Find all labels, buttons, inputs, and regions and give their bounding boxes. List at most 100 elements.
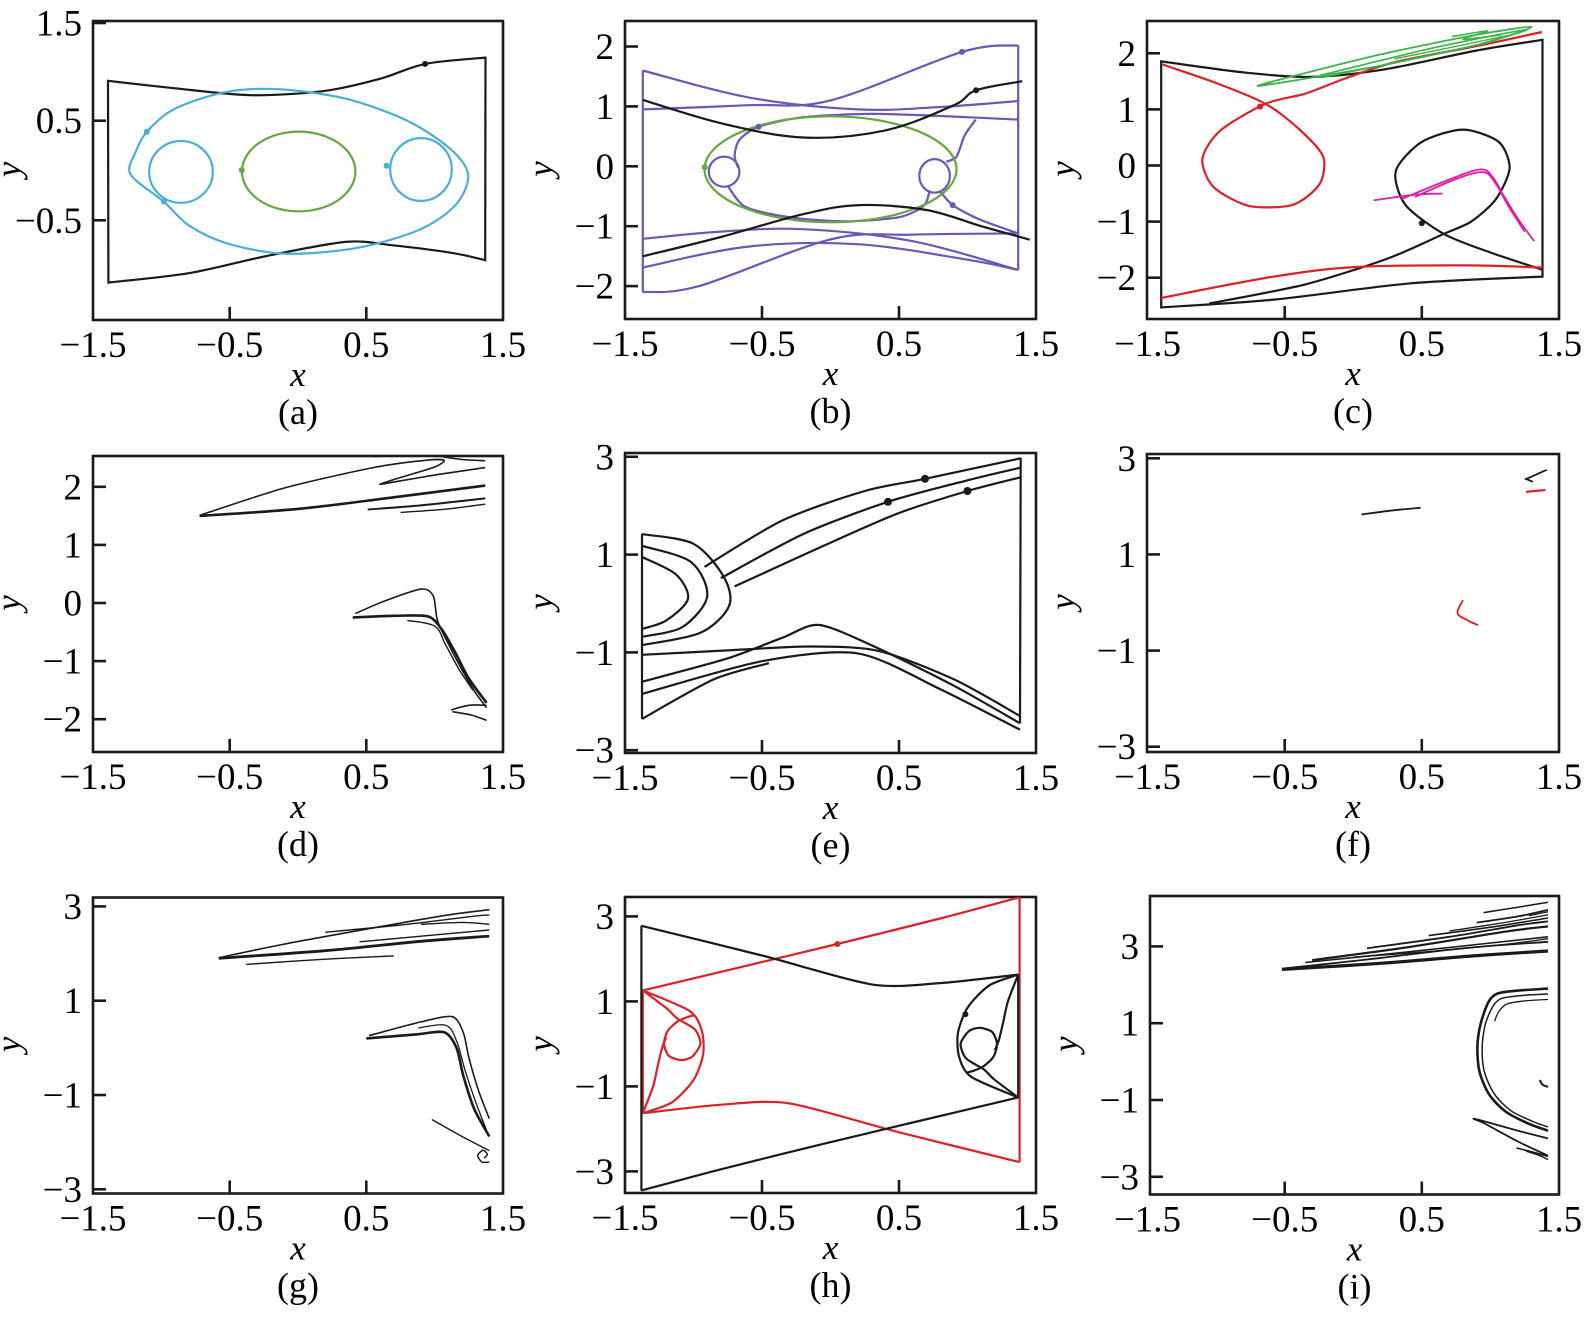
svg-text:−3: −3 bbox=[43, 1170, 82, 1211]
svg-text:−0.5: −0.5 bbox=[1251, 757, 1318, 798]
svg-text:1: 1 bbox=[1118, 535, 1137, 576]
svg-text:1.5: 1.5 bbox=[1536, 324, 1582, 365]
svg-text:−0.5: −0.5 bbox=[196, 757, 263, 798]
svg-text:0.5: 0.5 bbox=[1399, 757, 1445, 798]
svg-text:y: y bbox=[0, 161, 28, 180]
svg-text:2: 2 bbox=[596, 27, 615, 68]
svg-text:0.5: 0.5 bbox=[1399, 324, 1445, 365]
svg-text:−3: −3 bbox=[1100, 1157, 1139, 1198]
svg-text:−1: −1 bbox=[575, 207, 614, 248]
svg-text:x: x bbox=[289, 355, 306, 394]
svg-text:−1.5: −1.5 bbox=[59, 325, 126, 366]
svg-text:y: y bbox=[1043, 594, 1082, 613]
svg-text:−2: −2 bbox=[43, 700, 82, 741]
svg-text:3: 3 bbox=[596, 897, 615, 938]
svg-text:−2: −2 bbox=[1097, 258, 1136, 299]
svg-text:1: 1 bbox=[1118, 90, 1137, 131]
svg-text:0.5: 0.5 bbox=[876, 758, 922, 799]
svg-text:y: y bbox=[521, 161, 560, 180]
svg-text:−1.5: −1.5 bbox=[1114, 324, 1181, 365]
svg-text:y: y bbox=[521, 1036, 560, 1055]
svg-text:x: x bbox=[822, 1228, 839, 1267]
svg-text:0: 0 bbox=[64, 584, 83, 625]
svg-text:1.5: 1.5 bbox=[480, 757, 526, 798]
svg-text:3: 3 bbox=[1118, 439, 1137, 480]
svg-text:x: x bbox=[289, 787, 306, 826]
svg-text:2: 2 bbox=[64, 467, 83, 508]
svg-text:3: 3 bbox=[596, 437, 615, 478]
svg-text:0: 0 bbox=[1118, 146, 1137, 187]
svg-text:(e): (e) bbox=[811, 825, 851, 865]
svg-text:1.5: 1.5 bbox=[480, 1199, 526, 1240]
svg-text:−1.5: −1.5 bbox=[59, 1199, 126, 1240]
svg-text:y: y bbox=[0, 1036, 28, 1055]
svg-text:−3: −3 bbox=[1097, 727, 1136, 768]
svg-text:(i): (i) bbox=[1338, 1267, 1372, 1307]
svg-text:0.5: 0.5 bbox=[36, 101, 82, 142]
svg-text:−1: −1 bbox=[1097, 631, 1136, 672]
svg-text:1.5: 1.5 bbox=[1013, 324, 1059, 365]
svg-text:0.5: 0.5 bbox=[343, 757, 389, 798]
svg-text:−0.5: −0.5 bbox=[728, 758, 795, 799]
svg-text:(a): (a) bbox=[278, 392, 318, 432]
svg-text:−1: −1 bbox=[575, 633, 614, 674]
svg-text:y: y bbox=[521, 594, 560, 613]
svg-text:(d): (d) bbox=[277, 824, 319, 864]
svg-text:−2: −2 bbox=[575, 267, 614, 308]
svg-text:1.5: 1.5 bbox=[480, 325, 526, 366]
svg-text:−0.5: −0.5 bbox=[15, 201, 82, 242]
svg-text:2: 2 bbox=[1118, 34, 1137, 75]
svg-text:0.5: 0.5 bbox=[876, 324, 922, 365]
svg-text:1: 1 bbox=[596, 535, 615, 576]
svg-text:−1: −1 bbox=[1100, 1081, 1139, 1122]
svg-text:1: 1 bbox=[596, 982, 615, 1023]
svg-text:0: 0 bbox=[596, 147, 615, 188]
svg-text:0.5: 0.5 bbox=[876, 1198, 922, 1239]
svg-text:1: 1 bbox=[64, 981, 83, 1022]
svg-text:x: x bbox=[1344, 787, 1361, 826]
svg-text:0.5: 0.5 bbox=[343, 325, 389, 366]
svg-text:−0.5: −0.5 bbox=[728, 324, 795, 365]
svg-text:−1: −1 bbox=[43, 1076, 82, 1117]
svg-text:−1.5: −1.5 bbox=[591, 758, 658, 799]
svg-text:−0.5: −0.5 bbox=[728, 1198, 795, 1239]
svg-text:1.5: 1.5 bbox=[1536, 757, 1582, 798]
svg-text:1.5: 1.5 bbox=[1013, 1198, 1059, 1239]
svg-text:1: 1 bbox=[596, 87, 615, 128]
svg-text:1: 1 bbox=[64, 525, 83, 566]
svg-text:−3: −3 bbox=[575, 1152, 614, 1193]
svg-text:−1.5: −1.5 bbox=[591, 324, 658, 365]
svg-text:−0.5: −0.5 bbox=[196, 1199, 263, 1240]
svg-text:−0.5: −0.5 bbox=[196, 325, 263, 366]
svg-text:x: x bbox=[289, 1229, 306, 1268]
svg-text:(b): (b) bbox=[810, 391, 852, 431]
svg-text:y: y bbox=[1043, 161, 1082, 180]
svg-text:1.5: 1.5 bbox=[1013, 758, 1059, 799]
svg-text:0.5: 0.5 bbox=[1399, 1200, 1445, 1241]
svg-text:−1.5: −1.5 bbox=[59, 757, 126, 798]
svg-text:(h): (h) bbox=[810, 1265, 852, 1305]
svg-text:x: x bbox=[1344, 354, 1361, 393]
svg-text:x: x bbox=[1346, 1230, 1363, 1269]
svg-text:−1: −1 bbox=[575, 1067, 614, 1108]
svg-text:1: 1 bbox=[1121, 1004, 1140, 1045]
svg-text:x: x bbox=[822, 788, 839, 827]
svg-text:1.5: 1.5 bbox=[36, 4, 82, 45]
svg-text:−1.5: −1.5 bbox=[591, 1198, 658, 1239]
svg-text:(c): (c) bbox=[1333, 391, 1373, 431]
svg-text:−3: −3 bbox=[575, 731, 614, 772]
svg-text:y: y bbox=[1046, 1036, 1085, 1055]
svg-text:0.5: 0.5 bbox=[343, 1199, 389, 1240]
svg-text:−0.5: −0.5 bbox=[1251, 1200, 1318, 1241]
svg-text:x: x bbox=[822, 354, 839, 393]
svg-text:(f): (f) bbox=[1335, 824, 1371, 864]
svg-text:(g): (g) bbox=[277, 1266, 319, 1306]
svg-text:1.5: 1.5 bbox=[1536, 1200, 1582, 1241]
svg-text:−1: −1 bbox=[43, 642, 82, 683]
svg-text:3: 3 bbox=[64, 887, 83, 928]
svg-text:−1.5: −1.5 bbox=[1114, 1200, 1181, 1241]
svg-text:3: 3 bbox=[1121, 927, 1140, 968]
svg-text:−0.5: −0.5 bbox=[1251, 324, 1318, 365]
svg-text:y: y bbox=[0, 595, 28, 614]
svg-text:−1: −1 bbox=[1097, 202, 1136, 243]
